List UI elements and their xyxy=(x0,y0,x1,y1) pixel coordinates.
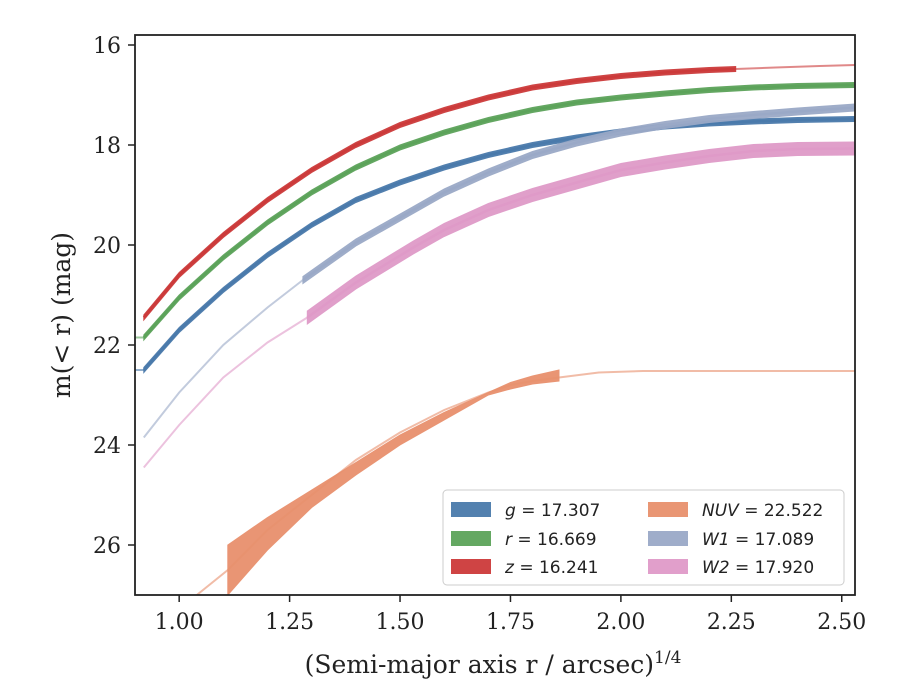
y-tick-label: 20 xyxy=(93,234,121,259)
x-tick-label: 1.25 xyxy=(265,610,314,635)
x-tick-label: 1.00 xyxy=(155,610,204,635)
legend-label-w2: W2 = 17.920 xyxy=(702,558,814,578)
x-tick-label: 1.75 xyxy=(486,610,535,635)
series-z-band xyxy=(143,65,737,322)
series-z-extrapolated-line xyxy=(735,64,855,70)
legend-box xyxy=(442,489,845,586)
series-w2-line xyxy=(306,147,855,319)
x-tick-label: 1.50 xyxy=(376,610,425,635)
legend-label-r: r = 16.669 xyxy=(505,530,597,550)
y-tick-label: 16 xyxy=(93,34,121,59)
series-w1-band xyxy=(302,103,855,285)
legend-label-z: z = 16.241 xyxy=(504,558,598,578)
series-w1-line xyxy=(302,106,855,282)
plot-area xyxy=(135,64,855,595)
series-g-band xyxy=(143,115,855,374)
legend-swatch-w2 xyxy=(648,559,688,574)
y-tick-label: 22 xyxy=(93,334,121,359)
axes: 1.00 1.25 1.50 1.75 2.00 2.25 2.50 16 18 20 22 24 26 xyxy=(93,34,866,635)
series-w1-extrapolated-line xyxy=(143,279,304,439)
legend-label-g: g = 17.307 xyxy=(505,501,600,521)
legend-swatch-z xyxy=(451,559,491,574)
legend-swatch-g xyxy=(451,502,491,517)
x-tick-label: 2.25 xyxy=(707,610,756,635)
legend-label-w1: W1 = 17.089 xyxy=(702,530,814,550)
y-tick-label: 26 xyxy=(93,534,121,559)
x-tick-label: 2.00 xyxy=(596,610,645,635)
y-tick-label: 18 xyxy=(93,134,121,159)
legend-swatch-r xyxy=(451,531,491,546)
y-axis-label: m(< r) (mag) xyxy=(47,232,76,398)
series-w2-band xyxy=(306,141,855,325)
legend: g = 17.307 r = 16.669 z = 16.241 NUV = 22.5… xyxy=(442,489,845,586)
plot-frame xyxy=(134,34,856,596)
legend-swatch-w1 xyxy=(648,531,688,546)
series-r-line xyxy=(142,83,855,339)
legend-label-nuv: NUV = 22.522 xyxy=(702,501,823,521)
series-nuv-band xyxy=(227,369,560,595)
x-axis-label: (Semi-major axis r / arcsec)1/4 xyxy=(305,648,682,679)
legend-swatch-nuv xyxy=(648,502,688,517)
series-g-line xyxy=(142,117,855,371)
x-tick-label: 2.50 xyxy=(817,610,866,635)
series-w2-extrapolated-line xyxy=(143,316,308,469)
series-z-line xyxy=(142,67,736,319)
y-tick-label: 24 xyxy=(93,434,121,459)
